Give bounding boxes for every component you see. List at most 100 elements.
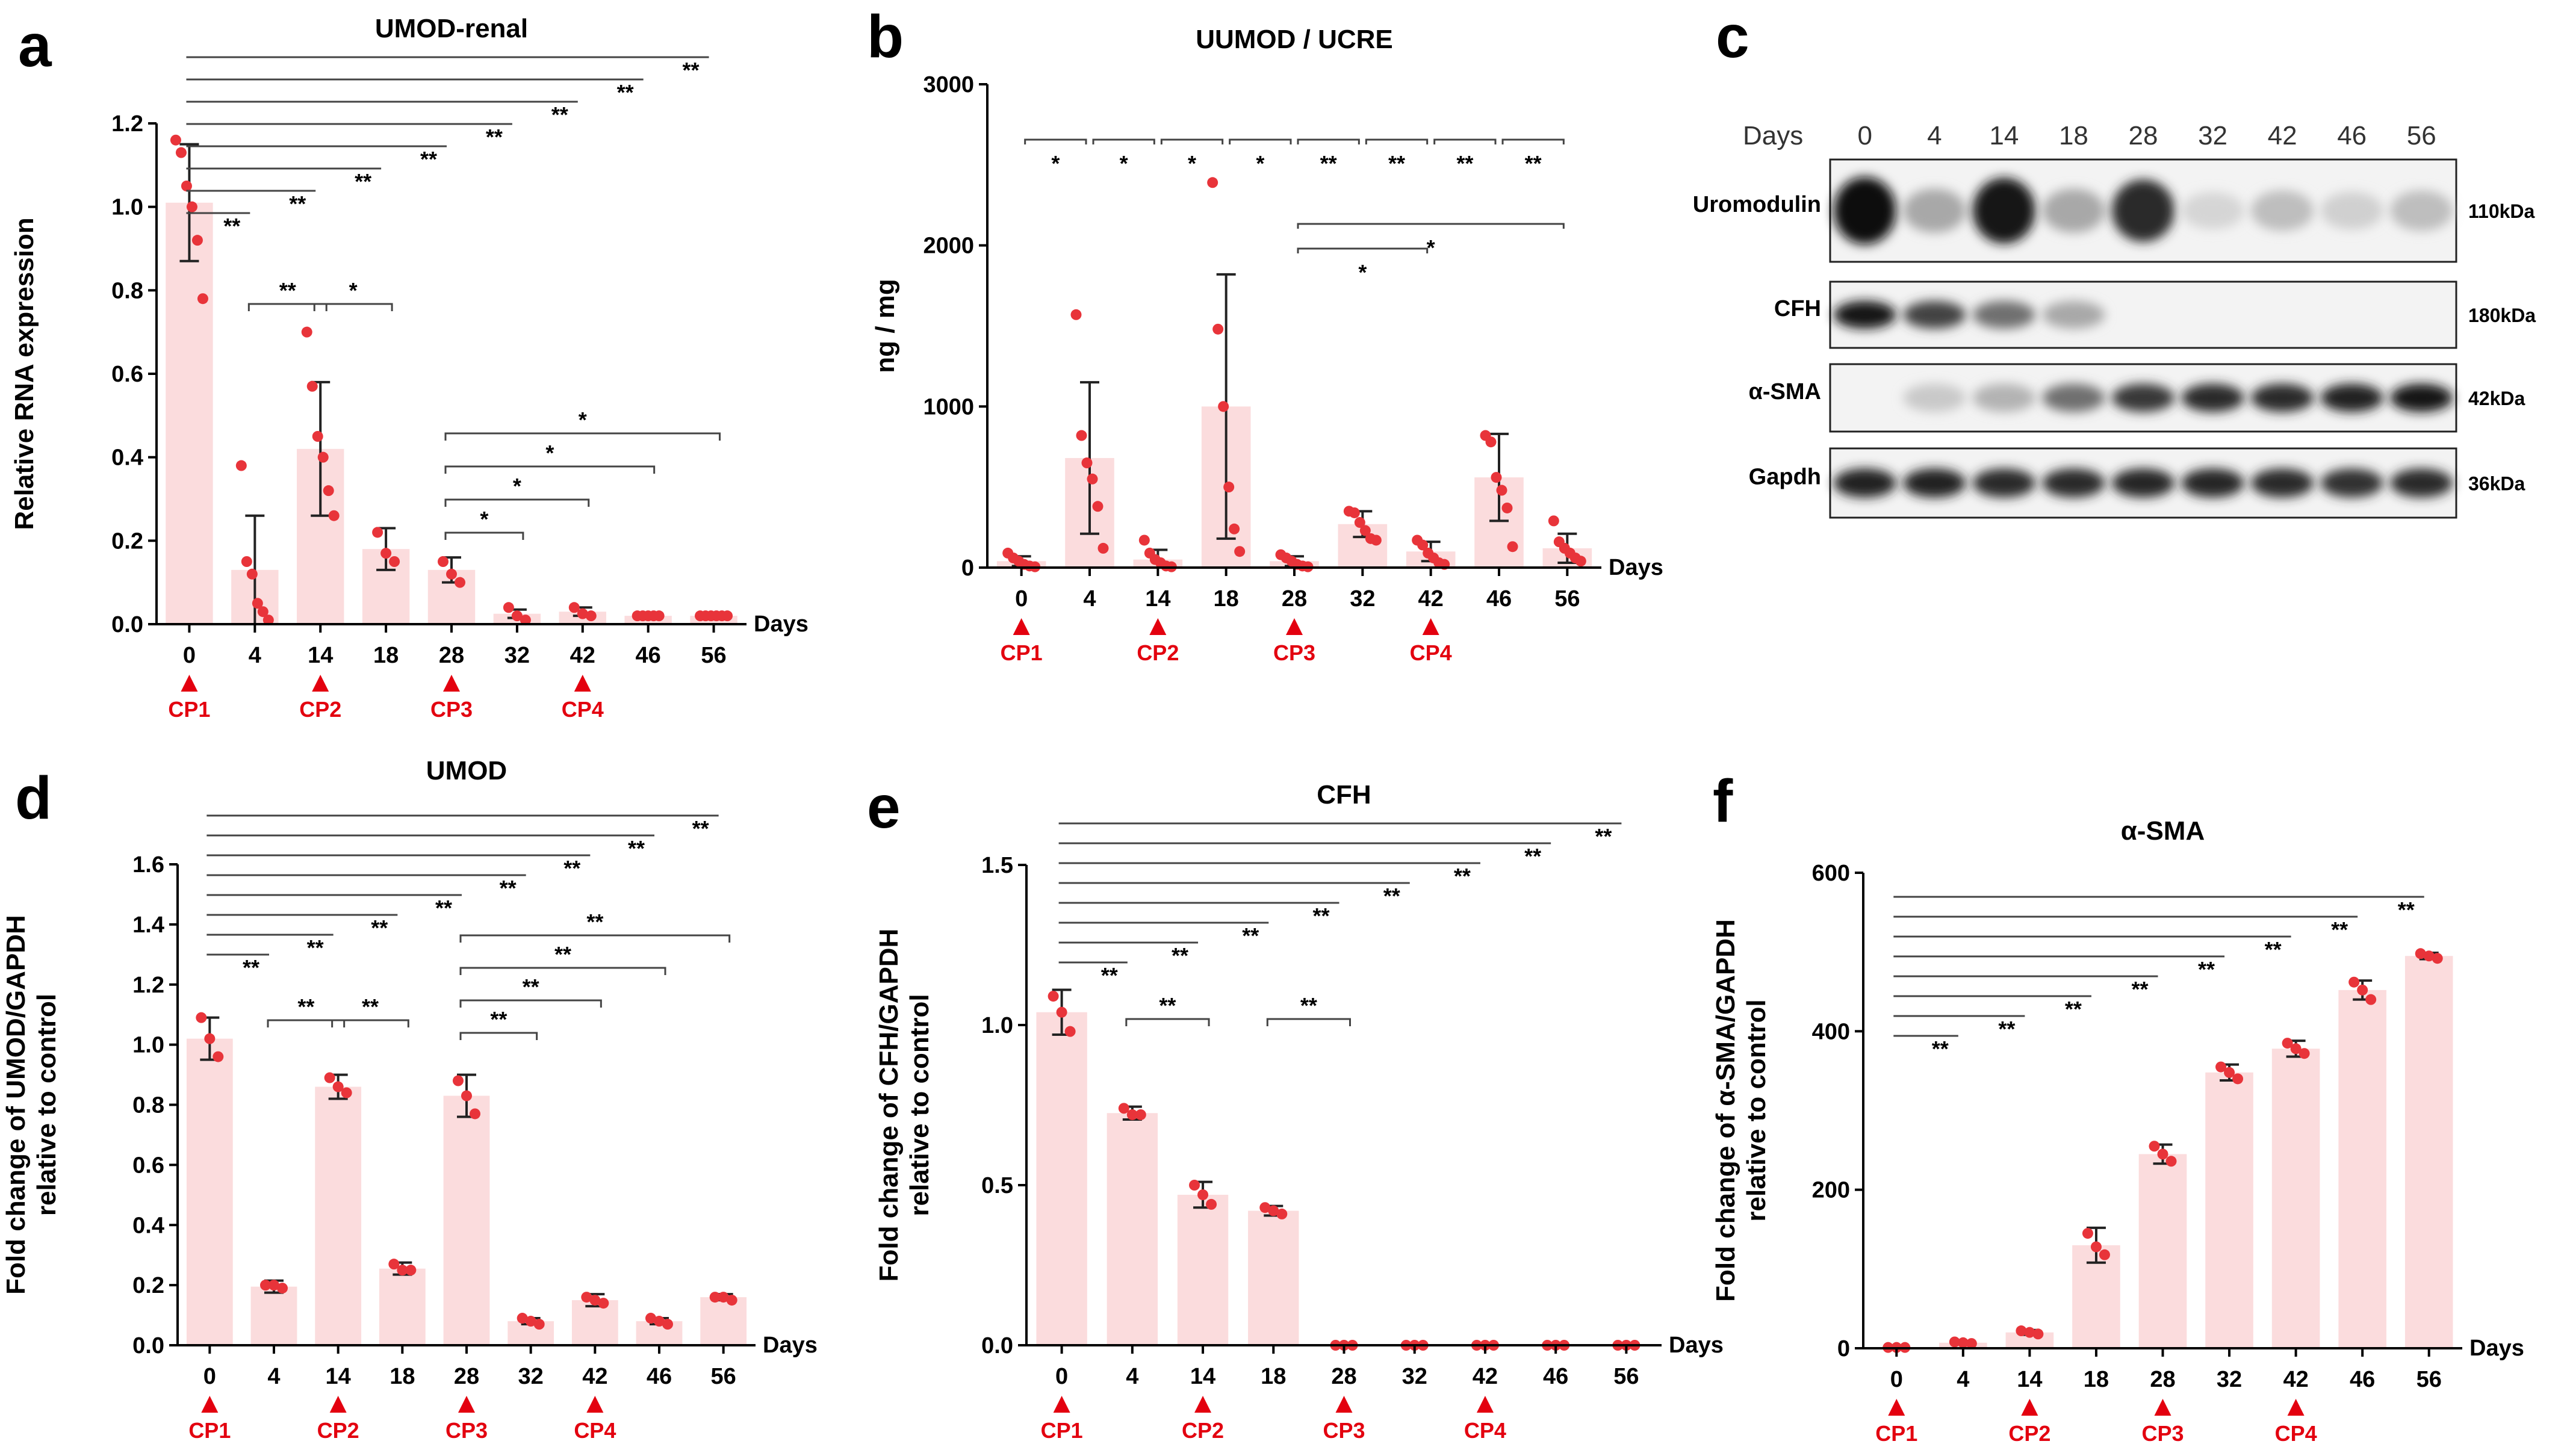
timepoint-marker-icon [312, 675, 329, 692]
data-point [2224, 1067, 2235, 1078]
significance-bracket [247, 303, 327, 311]
bar [166, 202, 213, 624]
bar [1248, 1210, 1299, 1345]
x-tick-label: 4 [249, 643, 261, 668]
x-tick-label: 14 [326, 1364, 351, 1389]
data-point [589, 1295, 601, 1306]
significance-label: ** [289, 191, 306, 216]
y-tick-label: 0 [1837, 1336, 1850, 1362]
panel-label: d [15, 764, 52, 832]
data-point [581, 1292, 592, 1303]
data-point [2432, 953, 2443, 964]
significance-label: ** [1312, 903, 1329, 928]
timepoint-marker-label: CP3 [1273, 640, 1315, 665]
data-point [405, 1265, 417, 1276]
blot-band [1833, 300, 1896, 329]
y-axis-label: Relative RNA expression [10, 217, 39, 530]
timepoint-marker-icon [1149, 618, 1167, 635]
data-point [2157, 1148, 2168, 1160]
timepoint-marker-icon [1422, 618, 1439, 635]
blot-kda-label: 110kDa [2468, 200, 2535, 222]
blot-band [2042, 383, 2105, 412]
timepoint-marker-label: CP2 [1137, 640, 1179, 665]
data-point [662, 1319, 673, 1330]
data-point [372, 527, 383, 538]
data-point [1234, 546, 1246, 557]
timepoint-marker-label: CP3 [2141, 1421, 2184, 1446]
data-point [1048, 991, 1059, 1002]
x-tick-label: 32 [504, 643, 530, 668]
blot-band [2251, 468, 2314, 498]
data-point [241, 556, 252, 567]
significance-label: * [579, 407, 587, 432]
x-tick-label: 14 [1190, 1364, 1215, 1389]
data-point [328, 510, 340, 521]
data-point [453, 1075, 464, 1086]
blot-band [1903, 300, 1966, 329]
significance-label: ** [1456, 151, 1473, 176]
data-point [520, 615, 531, 626]
x-tick-label: 4 [267, 1364, 280, 1389]
data-point [2016, 1325, 2027, 1337]
x-tick-label: 28 [439, 643, 464, 668]
data-point [1966, 1338, 1977, 1349]
data-point [438, 556, 449, 567]
y-axis-label: Fold change of α-SMA/GAPDHrelative to co… [1711, 919, 1771, 1302]
data-point [1491, 472, 1502, 483]
blot-band [1833, 176, 1896, 245]
significance-label: ** [1525, 151, 1542, 176]
data-point [2165, 1156, 2177, 1167]
y-axis-label-line: Fold change of α-SMA/GAPDH [1711, 919, 1740, 1302]
y-tick-label: 0 [961, 556, 974, 581]
blot-band [2181, 192, 2244, 229]
significance-label: ** [2265, 937, 2282, 962]
data-point [2082, 1228, 2093, 1239]
blot-day-label: 42 [2268, 121, 2297, 150]
significance-bracket [1229, 138, 1292, 144]
data-point [1276, 1208, 1288, 1219]
y-tick-label: 1000 [923, 394, 974, 420]
bar [2205, 1072, 2253, 1348]
y-tick-label: 0.6 [132, 1153, 164, 1178]
panel-label: c [1716, 3, 1749, 70]
timepoint-marker-label: CP4 [2275, 1421, 2317, 1446]
data-point [1076, 430, 1087, 441]
x-tick-label: 4 [1126, 1364, 1138, 1389]
x-tick-label: 28 [1331, 1364, 1356, 1389]
timepoint-marker-icon [1888, 1399, 1905, 1416]
data-point [726, 1295, 737, 1306]
timepoint-marker-icon [181, 675, 198, 692]
significance-label: ** [1388, 151, 1405, 176]
data-point [1359, 525, 1371, 536]
significance-bracket [1297, 223, 1565, 229]
data-point [170, 134, 181, 146]
blot-band [1972, 468, 2035, 498]
x-tick-label: 14 [308, 643, 333, 668]
data-point [191, 235, 203, 246]
data-point [1223, 482, 1235, 493]
x-tick-label: 42 [570, 643, 595, 668]
timepoint-marker-label: CP1 [188, 1418, 231, 1443]
y-tick-label: 0.5 [981, 1173, 1013, 1198]
panel-f: f α-SMA Fold change of α-SMA/GAPDHrelative… [1711, 767, 2524, 1446]
blot-row-label: Uromodulin [1693, 192, 1821, 217]
timepoint-marker-label: CP1 [1875, 1421, 1917, 1446]
panel-e: e CFH Fold change of CFH/GAPDHrelative to … [867, 773, 1724, 1443]
data-point [461, 1090, 472, 1101]
x-tick-label: 56 [2417, 1367, 2442, 1392]
data-point [312, 431, 323, 442]
data-point [388, 1259, 400, 1270]
x-tick-label: 14 [2017, 1367, 2042, 1392]
data-point [2099, 1249, 2110, 1260]
timepoint-marker-icon [2154, 1399, 2171, 1416]
significance-label: ** [243, 955, 259, 980]
significance-label: ** [1524, 844, 1541, 869]
significance-label: ** [1101, 963, 1118, 988]
blot-band [1972, 383, 2035, 412]
significance-label: * [1051, 151, 1060, 176]
blot-band [2390, 190, 2453, 231]
data-point [235, 460, 247, 471]
blot-band [1903, 468, 1966, 498]
significance-label: * [480, 507, 488, 531]
significance-bracket [459, 967, 666, 975]
